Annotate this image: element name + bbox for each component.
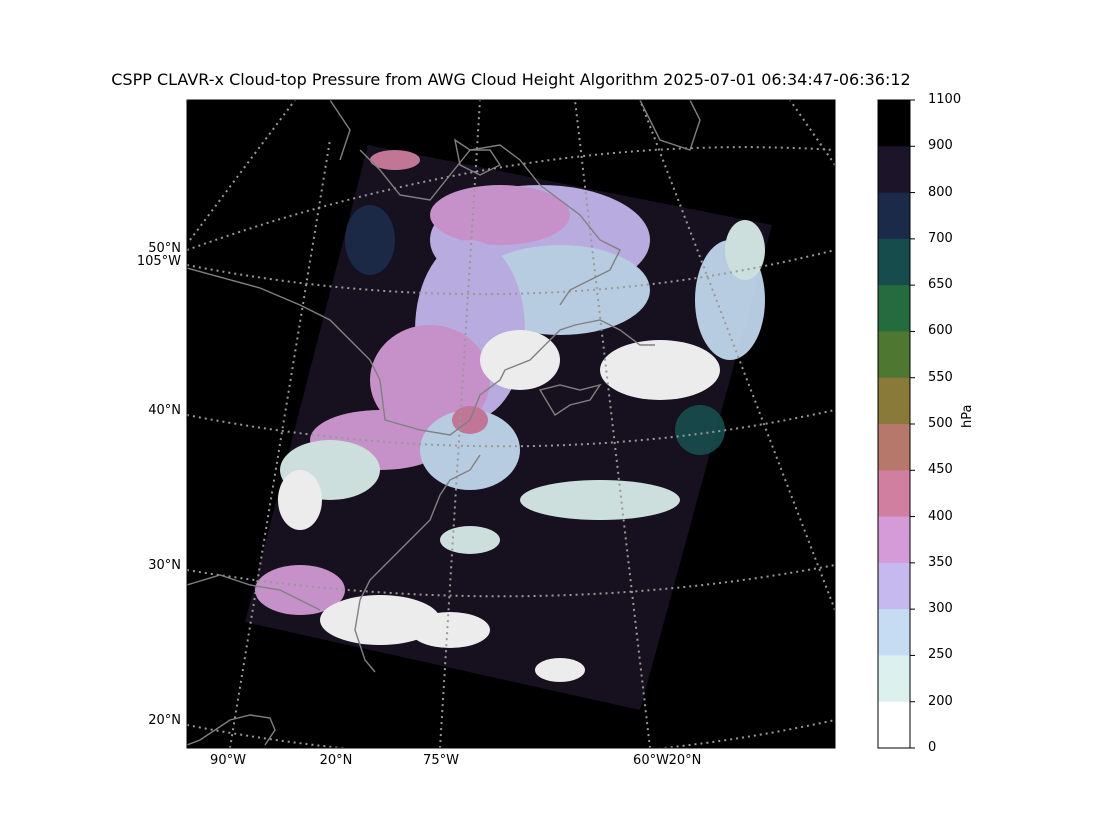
colorbar-swatch <box>878 655 910 703</box>
lat-label-40n: 40°N <box>148 403 181 418</box>
map-title: CSPP CLAVR-x Cloud-top Pressure from AWG… <box>111 70 911 89</box>
lat-label-20n-bottom-right: 20°N <box>668 753 702 768</box>
lat-label-30n: 30°N <box>148 558 181 573</box>
lon-label-90w: 90°W <box>210 753 246 768</box>
colorbar-swatch <box>878 100 910 147</box>
colorbar-tick-label: 800 <box>928 184 953 200</box>
colorbar-tick-label: 350 <box>928 554 953 570</box>
colorbar-tick-label: 0 <box>928 740 937 755</box>
colorbar-swatch <box>878 238 910 286</box>
graticule <box>187 100 835 748</box>
colorbar-swatch <box>878 424 910 471</box>
colorbar-tick-label: 550 <box>928 369 953 385</box>
colorbar-tick-label: 500 <box>928 416 953 431</box>
colorbar-tick-label: 250 <box>928 647 953 663</box>
lat-label-50n: 50°N <box>148 241 181 256</box>
lon-label-60w: 60°W <box>633 753 669 768</box>
cloud-fields <box>255 150 765 682</box>
colorbar-swatch <box>878 146 910 194</box>
lon-label-105w: 105°W <box>136 254 181 269</box>
colorbar-swatch <box>878 192 910 240</box>
colorbar-tick-label: 900 <box>928 138 953 154</box>
colorbar-tick-label: 400 <box>928 508 953 524</box>
colorbar-swatch <box>878 562 910 610</box>
colorbar-swatch <box>878 516 910 564</box>
colorbar-tick-label: 700 <box>928 230 953 246</box>
colorbar-swatch <box>878 331 910 379</box>
map-frame <box>186 99 836 749</box>
lat-label-20n: 20°N <box>148 713 181 728</box>
lon-label-75w: 75°W <box>423 753 459 768</box>
colorbar-swatch <box>878 470 910 518</box>
colorbar-tick-label: 600 <box>928 323 953 339</box>
colorbar-unit-label: hPa <box>960 404 975 428</box>
colorbar-tick-label: 300 <box>928 601 953 617</box>
colorbar-swatch <box>878 609 910 656</box>
colorbar-tick-label: 1100 <box>928 92 962 107</box>
lat-label-20n-bottom-left: 20°N <box>319 753 353 768</box>
colorbar-swatch <box>878 285 910 332</box>
colorbar-tick-label: 450 <box>928 462 953 478</box>
colorbar-tick-label: 200 <box>928 693 953 709</box>
coastlines <box>187 100 701 746</box>
colorbar-swatch <box>878 377 910 425</box>
colorbar-tick-label: 650 <box>928 277 953 293</box>
colorbar-swatch <box>878 701 910 749</box>
